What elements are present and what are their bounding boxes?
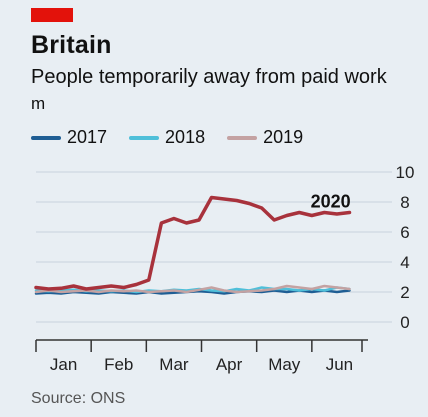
- legend-swatch-2019: [227, 135, 258, 140]
- series-line-2020: [34, 195, 352, 291]
- series-line-2019: [34, 284, 351, 294]
- x-tick-label-apr: Apr: [216, 355, 243, 374]
- x-tick-label-may: May: [268, 355, 301, 374]
- y-tick-label-0: 0: [400, 313, 409, 332]
- x-tick-label-mar: Mar: [159, 355, 189, 374]
- y-tick-label-8: 8: [400, 193, 409, 212]
- brand-red-tag: [31, 8, 73, 22]
- legend-swatch-2017: [31, 135, 61, 140]
- chart-title: Britain: [31, 31, 112, 59]
- source-note: Source: ONS: [31, 390, 126, 407]
- legend-swatch-2018: [129, 135, 160, 140]
- legend-label-2018: 2018: [165, 127, 206, 147]
- legend-item-2019: 2019: [227, 127, 303, 148]
- annotation-2020: 2020: [311, 192, 351, 212]
- legend-item-2017: 2017: [31, 127, 107, 148]
- legend-label-2017: 2017: [67, 127, 108, 147]
- y-tick-label-10: 10: [396, 163, 415, 182]
- y-tick-label-4: 4: [400, 253, 409, 272]
- y-tick-label-6: 6: [400, 223, 409, 242]
- legend: 2017 2018 2019: [31, 127, 325, 148]
- x-tick-label-jun: Jun: [326, 355, 353, 374]
- legend-item-2018: 2018: [129, 127, 205, 148]
- x-tick-label-jan: Jan: [50, 355, 77, 374]
- chart-unit: m: [31, 94, 46, 113]
- y-tick-label-2: 2: [400, 283, 409, 302]
- x-tick-label-feb: Feb: [104, 355, 133, 374]
- chart-subtitle: People temporarily away from paid work: [31, 66, 387, 88]
- legend-label-2019: 2019: [263, 127, 304, 147]
